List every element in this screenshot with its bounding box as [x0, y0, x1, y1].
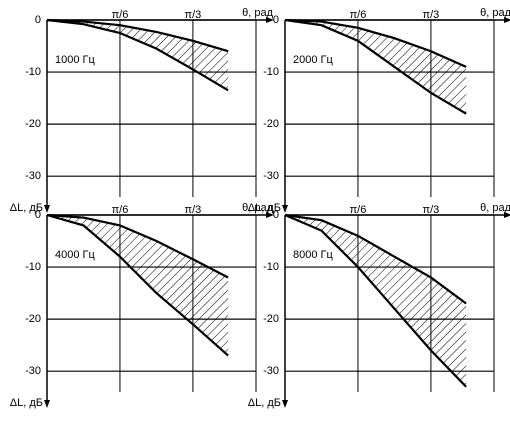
panel-label: 1000 Гц — [55, 54, 95, 66]
y-axis-label: ΔL, дБ — [248, 202, 281, 214]
y-tick-label: -20 — [263, 118, 279, 130]
x-tick-label: π/3 — [423, 204, 440, 216]
x-axis-arrow — [266, 17, 274, 23]
curve — [46, 213, 229, 357]
y-tick-label: 0 — [35, 14, 41, 26]
x-axis-label: θ, рад — [242, 7, 273, 19]
curve — [284, 18, 467, 115]
x-tick-label: π/3 — [185, 9, 202, 21]
y-tick-label: -20 — [25, 313, 41, 325]
y-tick-label: -30 — [25, 365, 41, 377]
y-tick-label: -30 — [263, 170, 279, 182]
x-axis-label: θ, рад — [480, 7, 510, 19]
y-axis-arrow — [282, 205, 288, 213]
y-tick-label: -30 — [263, 365, 279, 377]
x-tick-label: π/6 — [112, 9, 129, 21]
x-tick-label: π/6 — [112, 204, 129, 216]
x-tick-label: π/6 — [350, 204, 367, 216]
x-tick-label: π/6 — [350, 9, 367, 21]
x-axis-label: θ, рад — [242, 202, 273, 214]
y-tick-label: -10 — [25, 66, 41, 78]
panel-label: 4000 Гц — [55, 249, 95, 261]
x-axis-arrow — [266, 212, 274, 218]
hatched-band — [285, 20, 467, 114]
y-tick-label: -20 — [263, 313, 279, 325]
y-tick-label: -10 — [263, 66, 279, 78]
y-tick-label: 0 — [35, 209, 41, 221]
y-axis-arrow — [44, 400, 50, 408]
y-tick-label: -20 — [25, 118, 41, 130]
x-axis-arrow — [504, 17, 510, 23]
curve — [284, 213, 467, 305]
y-tick-label: 0 — [273, 14, 279, 26]
x-tick-label: π/3 — [423, 9, 440, 21]
y-axis-label: ΔL, дБ — [10, 202, 43, 214]
x-tick-label: π/3 — [185, 204, 202, 216]
y-tick-label: -10 — [263, 261, 279, 273]
y-axis-arrow — [44, 205, 50, 213]
hatched-band — [47, 20, 229, 91]
curve — [46, 18, 229, 53]
hatched-band — [285, 215, 467, 387]
hatched-band — [47, 215, 229, 356]
curve — [46, 213, 229, 279]
curve — [46, 18, 229, 92]
y-tick-label: -10 — [25, 261, 41, 273]
y-axis-label: ΔL, дБ — [248, 397, 281, 409]
x-axis-arrow — [504, 212, 510, 218]
y-axis-label: ΔL, дБ — [10, 397, 43, 409]
y-tick-label: -30 — [25, 170, 41, 182]
curve — [284, 213, 467, 388]
y-axis-arrow — [282, 400, 288, 408]
panel-label: 8000 Гц — [293, 249, 333, 261]
panel-label: 2000 Гц — [293, 54, 333, 66]
curve — [284, 18, 467, 68]
y-tick-label: 0 — [273, 209, 279, 221]
x-axis-label: θ, рад — [480, 202, 510, 214]
